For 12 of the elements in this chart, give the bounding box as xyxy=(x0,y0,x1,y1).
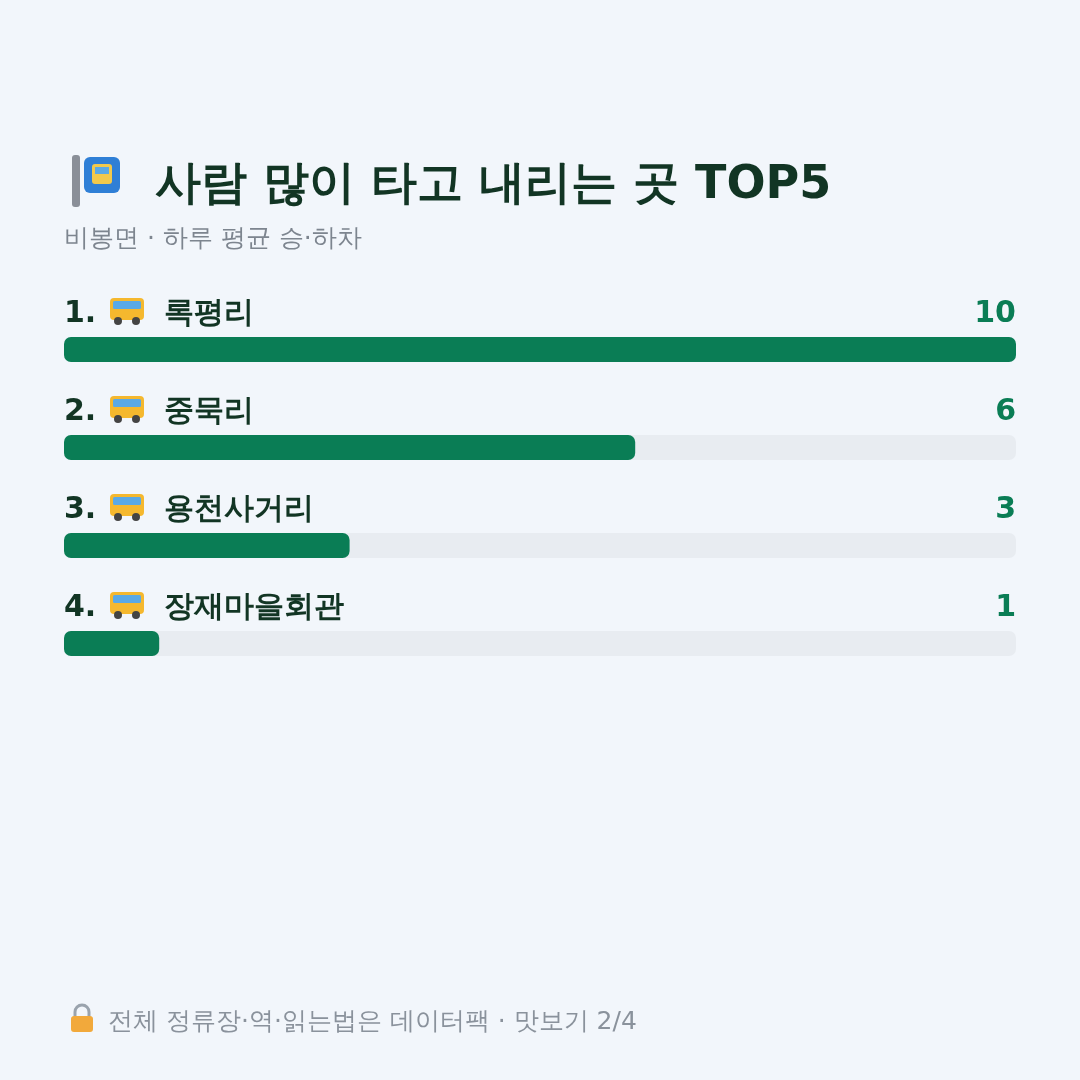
chart-subtitle: 비봉면 · 하루 평균 승·하차 xyxy=(64,223,362,252)
category-label: 1. 록평리 xyxy=(64,294,254,329)
data-label: 3 xyxy=(995,490,1016,525)
chart-title: 사람 많이 타고 내리는 곳 TOP5 xyxy=(155,155,832,209)
category-label: 4. 장재마을회관 xyxy=(64,588,344,623)
data-label: 6 xyxy=(995,392,1016,427)
category-label: 3. 용천사거리 xyxy=(64,490,314,525)
text: 전체 정류장·역·읽는법은 데이터팩 · 맛보기 2/4 xyxy=(108,1006,637,1035)
data-label: 10 xyxy=(974,294,1016,329)
data-label: 1 xyxy=(995,588,1016,623)
bar xyxy=(64,631,160,656)
category-label: 2. 중묵리 xyxy=(64,392,254,427)
